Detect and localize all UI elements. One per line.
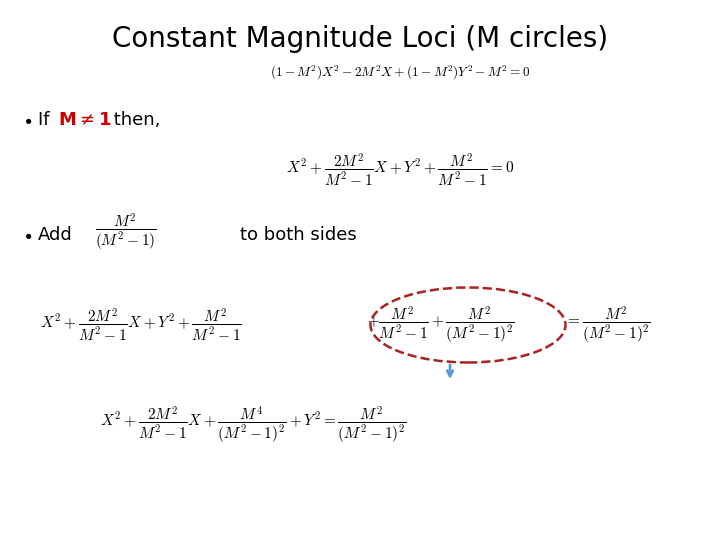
Text: then,: then, xyxy=(108,111,161,129)
Text: If: If xyxy=(38,111,55,129)
Text: $X^{2}+\dfrac{2M^{2}}{M^{2}-1}X+Y^{2}+\dfrac{M^{2}}{M^{2}-1}$: $X^{2}+\dfrac{2M^{2}}{M^{2}-1}X+Y^{2}+\d… xyxy=(40,307,242,343)
Text: M$\neq$1: M$\neq$1 xyxy=(58,111,112,129)
Text: Add: Add xyxy=(38,226,73,244)
Text: $=\dfrac{M^{2}}{(M^{2}-1)^{2}}$: $=\dfrac{M^{2}}{(M^{2}-1)^{2}}$ xyxy=(565,305,651,345)
Text: $X^{2}+\dfrac{2M^{2}}{M^{2}-1}X+\dfrac{M^{4}}{(M^{2}-1)^{2}}+Y^{2}=\dfrac{M^{2}}: $X^{2}+\dfrac{2M^{2}}{M^{2}-1}X+\dfrac{M… xyxy=(100,405,407,446)
Text: to both sides: to both sides xyxy=(240,226,356,244)
Text: $\bullet$: $\bullet$ xyxy=(22,111,32,129)
Text: $+\dfrac{M^{2}}{M^{2}-1}+\dfrac{M^{2}}{(M^{2}-1)^{2}}$: $+\dfrac{M^{2}}{M^{2}-1}+\dfrac{M^{2}}{(… xyxy=(367,305,515,345)
Text: $(1-M^{2})X^{2}-2M^{2}X+(1-M^{2})Y^{2}-M^{2}=0$: $(1-M^{2})X^{2}-2M^{2}X+(1-M^{2})Y^{2}-M… xyxy=(270,64,530,82)
Text: $X^{2}+\dfrac{2M^{2}}{M^{2}-1}X+Y^{2}+\dfrac{M^{2}}{M^{2}-1}=0$: $X^{2}+\dfrac{2M^{2}}{M^{2}-1}X+Y^{2}+\d… xyxy=(286,152,514,188)
Text: Constant Magnitude Loci (M circles): Constant Magnitude Loci (M circles) xyxy=(112,25,608,53)
Text: $\dfrac{M^{2}}{(M^{2}-1)}$: $\dfrac{M^{2}}{(M^{2}-1)}$ xyxy=(95,212,157,252)
Text: $\bullet$: $\bullet$ xyxy=(22,226,32,244)
